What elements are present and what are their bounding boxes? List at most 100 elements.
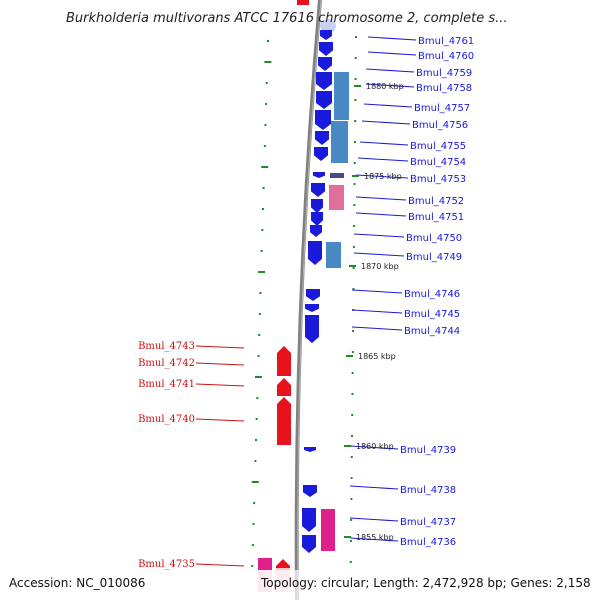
cds-track-box — [329, 185, 344, 210]
forward-gene — [318, 57, 332, 71]
kbp-label: 1865 kbp — [358, 352, 396, 361]
gene-label-right: Bmul_4761 — [418, 36, 474, 47]
right-tick — [354, 78, 357, 80]
gene-label-right: Bmul_4753 — [410, 174, 466, 185]
right-tick — [352, 330, 355, 332]
gene-leader-line — [349, 485, 399, 490]
right-tick — [352, 246, 355, 248]
kbp-tick — [346, 355, 353, 357]
reverse-gene — [277, 378, 291, 396]
left-tick — [263, 145, 266, 147]
gene-leader-line — [353, 233, 405, 238]
forward-gene — [316, 91, 332, 109]
chromosome-ruler-highlight — [297, 0, 322, 600]
right-tick — [355, 36, 357, 38]
right-tick — [352, 288, 355, 290]
forward-gene — [315, 131, 329, 145]
gene-leader-line — [353, 252, 405, 257]
gene-label-right: Bmul_4744 — [404, 326, 460, 337]
gene-label-left: Bmul_4741 — [138, 379, 195, 390]
forward-gene — [315, 110, 331, 130]
forward-gene — [311, 212, 323, 226]
right-tick — [350, 477, 353, 479]
gene-leader-line — [351, 326, 403, 331]
forward-gene — [305, 315, 319, 343]
left-tick — [258, 271, 266, 273]
right-tick — [353, 162, 356, 164]
gene-label-right: Bmul_4752 — [408, 196, 464, 207]
forward-gene — [316, 72, 332, 90]
gene-label-right: Bmul_4754 — [410, 157, 466, 168]
left-tick — [261, 166, 269, 168]
reverse-feature-magenta — [258, 558, 272, 570]
chromosome-ruler — [294, 0, 322, 600]
right-tick — [349, 561, 352, 563]
right-tick — [353, 225, 356, 227]
left-tick — [254, 460, 257, 462]
left-tick — [264, 124, 267, 126]
kbp-label: 1880 kbp — [366, 82, 404, 91]
rna-track-box — [321, 509, 335, 551]
right-tick — [351, 414, 354, 416]
cds-track-box — [331, 121, 348, 163]
right-tick — [349, 540, 352, 542]
cds-track-box — [326, 242, 341, 268]
reverse-gene-partial — [297, 0, 309, 5]
kbp-marks: 1880 kbp 1875 kbp 1870 kbp 1865 kbp 1860 kbp… — [344, 82, 404, 542]
right-tick — [351, 372, 354, 374]
gene-label-left: Bmul_4740 — [138, 414, 195, 425]
left-tick — [258, 313, 261, 315]
footer-backdrop — [0, 570, 600, 600]
right-tick — [351, 435, 354, 437]
gene-leader-line — [367, 51, 417, 56]
gene-leader-line — [355, 212, 407, 217]
forward-gene — [311, 199, 323, 213]
left-tick — [254, 376, 262, 378]
left-tick — [251, 481, 259, 483]
left-tick — [252, 523, 255, 525]
gene-partial — [320, 19, 336, 33]
right-tick — [352, 267, 355, 269]
forward-gene — [302, 508, 316, 532]
position-ticks — [251, 36, 357, 567]
gene-label-right: Bmul_4736 — [400, 537, 456, 548]
left-tick — [267, 40, 269, 42]
gene-labels: Bmul_4761 Bmul_4760 Bmul_4759 Bmul_4758 Bmul… — [138, 36, 474, 570]
gene-leader-line — [195, 563, 245, 567]
gene-leader-line — [195, 345, 245, 349]
forward-gene-small — [304, 447, 316, 452]
gene-leader-line — [363, 103, 413, 108]
kbp-label: 1855 kbp — [356, 533, 394, 542]
kbp-tick — [349, 265, 356, 267]
gene-leader-line — [365, 83, 415, 88]
right-tick — [350, 498, 353, 500]
gene-label-right: Bmul_4750 — [406, 233, 462, 244]
gene-leader-line — [349, 517, 399, 522]
gene-leader-line — [357, 157, 409, 162]
gene-leader-line — [195, 418, 245, 422]
left-tick — [261, 229, 264, 231]
forward-gene — [305, 304, 319, 312]
gene-label-left: Bmul_4742 — [138, 358, 195, 369]
left-tick — [256, 397, 259, 399]
forward-gene — [314, 147, 328, 161]
gene-label-right: Bmul_4759 — [416, 68, 472, 79]
gene-leader-line — [349, 445, 399, 450]
gene-leader-line — [195, 383, 245, 387]
left-tick — [265, 82, 268, 84]
gene-label-left: Bmul_4743 — [138, 341, 195, 352]
kbp-tick — [344, 445, 351, 447]
kbp-label: 1870 kbp — [361, 262, 399, 271]
map-title: Burkholderia multivorans ATCC 17616 chro… — [66, 11, 508, 26]
forward-gene — [303, 485, 317, 497]
left-tick — [258, 334, 261, 336]
left-tick — [251, 565, 254, 567]
right-tick — [353, 183, 356, 185]
right-tick — [354, 120, 357, 122]
left-tick — [264, 61, 272, 63]
reverse-gene — [277, 397, 291, 445]
forward-gene — [311, 183, 325, 197]
forward-gene — [308, 241, 322, 265]
gene-leader-line — [351, 309, 403, 314]
